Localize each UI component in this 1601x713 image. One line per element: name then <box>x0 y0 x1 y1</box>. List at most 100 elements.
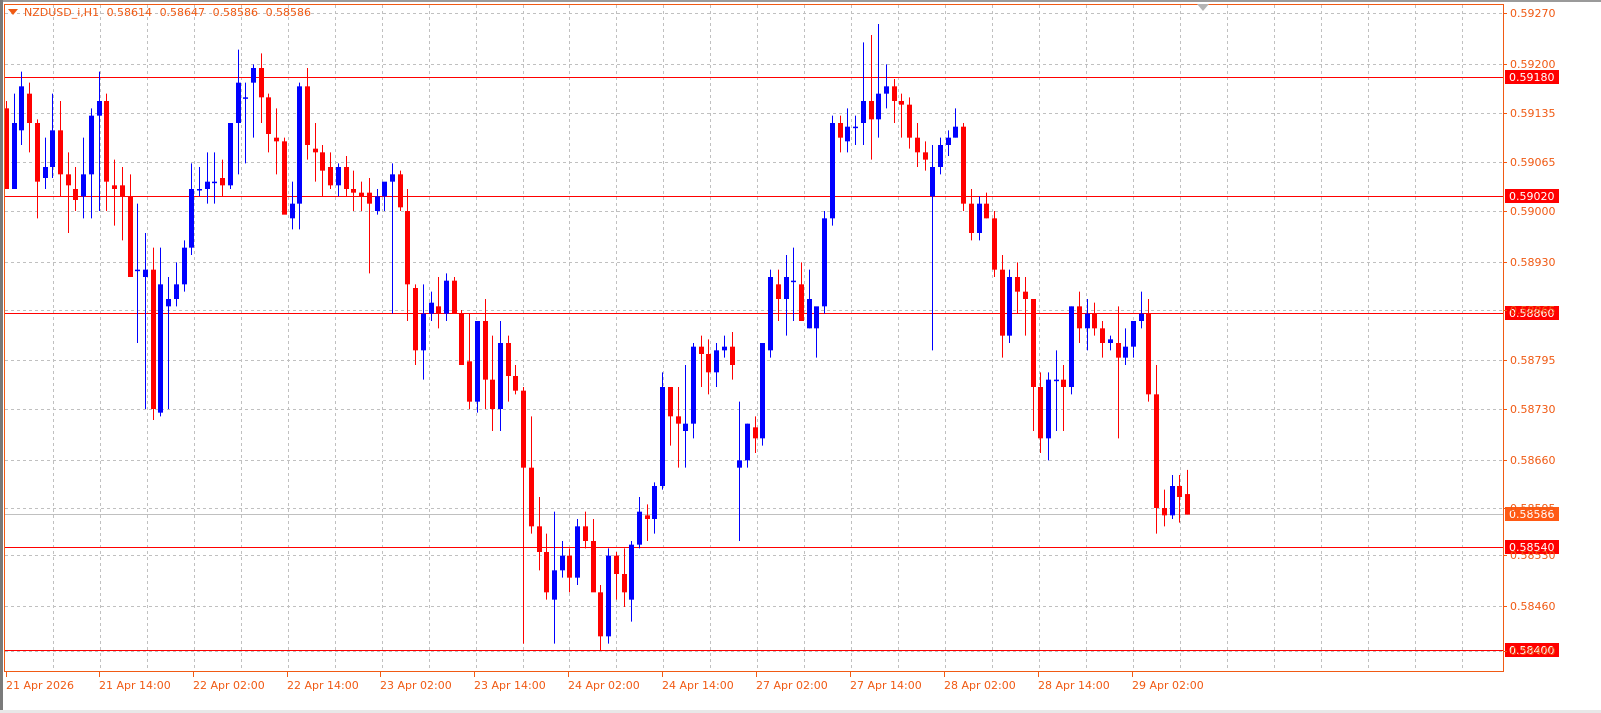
candle-body <box>243 97 248 99</box>
candle-body <box>506 343 511 376</box>
candle-body <box>266 97 271 134</box>
bid-label-bg <box>1505 507 1559 521</box>
candle-body <box>529 467 534 527</box>
candle-body <box>923 152 928 160</box>
level-label-bg <box>1505 643 1559 657</box>
candle-body <box>166 299 171 307</box>
candle-body <box>884 86 889 94</box>
price-tick-label: 0.59135 <box>1510 107 1556 120</box>
candle-body <box>544 552 549 593</box>
candle-body <box>730 346 735 365</box>
candle-body <box>637 511 642 545</box>
horizontal-levels[interactable]: 0.59180 0.59020 0.58860 0.58540 0.58400 <box>5 70 1559 657</box>
candle-body <box>259 68 264 98</box>
candle-body <box>521 390 526 468</box>
candle-body <box>1054 379 1059 382</box>
price-tick-label: 0.58795 <box>1510 354 1556 367</box>
candle-body <box>614 555 619 574</box>
candle-body <box>598 592 603 637</box>
candle-body <box>405 211 410 285</box>
candle-body <box>591 541 596 593</box>
time-tick-label: 27 Apr 14:00 <box>850 679 922 692</box>
candle-body <box>807 299 812 329</box>
price-tick-label: 0.58460 <box>1510 600 1556 613</box>
candle-body <box>760 343 765 439</box>
candle-body <box>66 174 71 186</box>
candle-body <box>444 280 449 314</box>
price-axis[interactable]: 0.59270 0.59200 0.59135 0.59065 0.59000 0.589… <box>1503 7 1556 658</box>
candle-body <box>984 203 989 219</box>
candle-body <box>660 387 665 486</box>
time-axis[interactable]: 21 Apr 2026 21 Apr 14:00 22 Apr 02:00 22 Ap… <box>6 672 1204 692</box>
candle-body <box>876 93 881 120</box>
candle-body <box>706 354 711 373</box>
ohlc-low: 0.58586 <box>212 6 259 19</box>
price-tick-label: 0.59065 <box>1510 156 1556 169</box>
window-bottom-border <box>0 710 1601 713</box>
candle-body <box>1015 277 1020 292</box>
grid-lines <box>5 5 1503 671</box>
candle-body <box>112 185 117 189</box>
candle-body <box>27 93 32 123</box>
candle-body <box>560 555 565 571</box>
time-tick-label: 21 Apr 2026 <box>6 679 74 692</box>
candle-body <box>128 196 133 277</box>
candle-body <box>35 123 40 182</box>
ohlc-high: 0.58647 <box>159 6 206 19</box>
price-tick-label: 0.59200 <box>1510 58 1556 71</box>
price-tick-label: 0.59000 <box>1510 205 1556 218</box>
candle-body <box>104 101 109 182</box>
candle-body <box>622 574 627 593</box>
ohlc-close: 0.58586 <box>265 6 312 19</box>
candle-body <box>915 137 920 153</box>
candle-body <box>953 126 958 138</box>
candle-body <box>567 555 572 578</box>
candle-body <box>375 196 380 211</box>
candle-body <box>938 145 943 167</box>
candle-body <box>946 137 951 145</box>
candle-body <box>1046 379 1051 439</box>
candle-body <box>1108 339 1113 343</box>
candle-body <box>459 313 464 365</box>
candle-body <box>676 416 681 424</box>
candle-body <box>236 82 241 123</box>
candle-body <box>58 130 63 175</box>
candle-body <box>1077 306 1082 329</box>
chart-shift-marker-icon[interactable] <box>1197 4 1209 11</box>
candle-body <box>992 218 997 270</box>
candle-body <box>320 152 325 171</box>
bid-label: 0.58586 <box>1509 508 1555 521</box>
candle-body <box>143 269 148 277</box>
candle-body <box>475 321 480 402</box>
price-tick-label: 0.58595 <box>1510 502 1556 515</box>
level-label-bg <box>1505 306 1559 320</box>
candle-body <box>251 68 256 83</box>
collapse-triangle-icon[interactable] <box>8 9 18 15</box>
candle-body <box>12 123 17 189</box>
price-tick-label: 0.59270 <box>1510 7 1556 20</box>
candle-body <box>1139 313 1144 321</box>
candle-body <box>413 288 418 351</box>
candle-body <box>1177 486 1182 497</box>
candle-body <box>73 189 78 200</box>
candle-body <box>907 104 912 138</box>
window-left-border <box>0 0 3 713</box>
candle-body <box>120 185 125 197</box>
plot-area-border <box>4 4 1504 672</box>
candle-body <box>822 218 827 307</box>
candle-body <box>513 376 518 391</box>
candle-body <box>776 284 781 299</box>
candle-body <box>645 515 650 519</box>
candle-body <box>830 123 835 219</box>
candle-body <box>892 86 897 101</box>
symbol-timeframe: NZDUSD_i,H1 <box>24 6 100 19</box>
candle-body <box>205 181 210 189</box>
candle-body <box>845 126 850 142</box>
level-label-bg <box>1505 540 1559 554</box>
candle-body <box>189 189 194 248</box>
candle-body <box>791 280 796 283</box>
candle-body <box>1100 328 1105 343</box>
candle-body <box>1170 486 1175 516</box>
